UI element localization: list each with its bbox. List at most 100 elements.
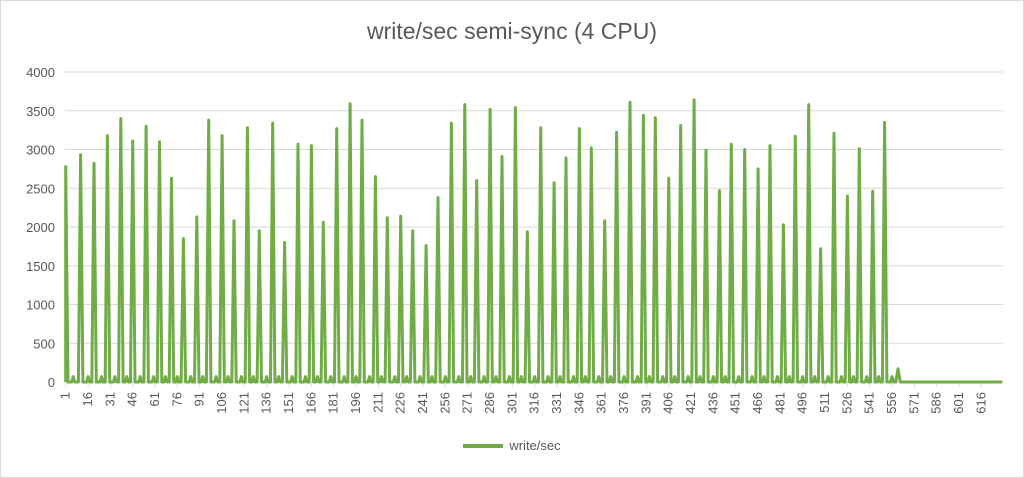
- data-point-peak-9: [182, 237, 185, 240]
- x-tick-label: 166: [303, 392, 318, 414]
- data-point-peak-18: [296, 142, 300, 146]
- data-point-peak-23: [360, 118, 364, 122]
- data-point-peak-34: [500, 155, 504, 158]
- data-point-peak-20: [322, 221, 325, 224]
- x-tick-label: 181: [326, 392, 341, 414]
- data-point-peak-37: [539, 126, 542, 129]
- data-point-peak-32: [475, 179, 478, 182]
- data-point-peak-14: [246, 126, 249, 129]
- x-tick-label: 346: [571, 392, 586, 414]
- data-point-peak-54: [756, 167, 760, 171]
- data-point-peak-44: [628, 101, 632, 104]
- data-point-peak-50: [704, 149, 708, 152]
- x-tick-label: 616: [973, 392, 988, 414]
- legend-label-write-sec: write/sec: [509, 438, 561, 453]
- data-point-peak-59: [819, 247, 822, 250]
- x-tick-label: 46: [125, 392, 140, 406]
- data-point-peak-52: [730, 142, 733, 146]
- data-point-peak-8: [170, 176, 173, 180]
- series-line-write-sec: [64, 98, 1003, 384]
- x-tick-label: 331: [549, 392, 564, 414]
- x-tick-label: 481: [772, 392, 787, 414]
- x-tick-label: 211: [370, 392, 385, 413]
- data-point-peak-48: [679, 124, 682, 127]
- x-tick-label: 391: [638, 392, 653, 414]
- x-tick-label: 526: [839, 392, 854, 414]
- data-point-peak-33: [488, 108, 492, 111]
- x-tick-label: 241: [415, 392, 430, 414]
- x-tick-label: 421: [683, 392, 698, 414]
- x-tick-label: 406: [661, 392, 676, 414]
- x-tick-label: 301: [504, 392, 519, 414]
- data-point-peak-40: [578, 127, 581, 130]
- x-tick-label: 451: [728, 392, 743, 414]
- data-point-peak-19: [310, 144, 313, 147]
- x-tick-label: 61: [147, 392, 162, 406]
- data-point-peak-55: [768, 144, 772, 147]
- data-point-peak-49: [692, 98, 696, 102]
- data-point-peak-22: [348, 102, 352, 105]
- x-tick-label: 586: [929, 392, 944, 414]
- data-point-peak-43: [615, 131, 618, 134]
- data-point-peak-27: [411, 229, 414, 233]
- y-tick-label: 1000: [26, 298, 55, 313]
- x-tick-label: 91: [192, 392, 207, 406]
- x-tick-label: 151: [281, 392, 296, 414]
- data-point-peak-62: [858, 147, 861, 150]
- data-point-peak-63: [871, 190, 874, 193]
- y-tick-label: 3000: [26, 143, 55, 158]
- data-point-peak-51: [718, 189, 721, 192]
- data-point-peak-15: [258, 229, 261, 233]
- y-tick-label: 4000: [26, 65, 55, 80]
- x-tick-label: 541: [862, 392, 877, 414]
- x-tick-label: 136: [259, 392, 274, 414]
- data-point-peak-13: [232, 219, 236, 222]
- y-axis-tick-labels: 0 500 1000 1500 2000 2500 3000 3500 4000: [26, 65, 55, 390]
- x-tick-label: 466: [750, 392, 765, 414]
- x-tick-label: 361: [594, 392, 609, 414]
- data-point-peak-57: [794, 135, 797, 138]
- data-point-peak-2: [92, 162, 96, 165]
- x-tick-label: 226: [393, 392, 408, 414]
- data-point-peak-65: [896, 367, 900, 371]
- data-point-peak-47: [667, 176, 670, 180]
- data-point-peak-25: [386, 216, 389, 219]
- data-point-peak-0: [64, 165, 67, 168]
- data-point-peak-24: [374, 175, 377, 178]
- x-tick-label: 601: [951, 392, 966, 414]
- x-tick-label: 496: [795, 392, 810, 414]
- data-point-peak-35: [514, 106, 517, 109]
- data-point-peak-61: [846, 194, 849, 198]
- data-point-peak-30: [450, 121, 453, 125]
- x-tick-label: 196: [348, 392, 363, 414]
- data-point-peak-39: [564, 156, 568, 160]
- y-tick-label: 3500: [26, 104, 55, 119]
- legend: write/sec: [0, 438, 1024, 453]
- data-point-peak-31: [463, 103, 466, 106]
- y-tick-label: 500: [33, 336, 55, 351]
- data-point-peak-5: [131, 139, 134, 143]
- x-tick-label: 511: [817, 392, 832, 413]
- x-tick-label: 121: [236, 392, 251, 414]
- x-tick-label: 316: [527, 392, 542, 414]
- data-point-peak-17: [283, 241, 286, 244]
- x-tick-label: 16: [80, 392, 95, 406]
- legend-swatch-write-sec: [463, 443, 504, 448]
- data-point-peak-64: [883, 121, 886, 124]
- data-point-peak-21: [335, 127, 338, 130]
- x-tick-label: 556: [884, 392, 899, 414]
- x-tick-label: 271: [460, 392, 475, 414]
- data-point-peak-46: [654, 116, 657, 119]
- data-point-peak-26: [399, 214, 402, 218]
- data-point-peak-12: [220, 134, 224, 137]
- data-point-peak-11: [207, 118, 210, 122]
- x-tick-label: 286: [482, 392, 497, 414]
- data-point-peak-45: [642, 114, 645, 117]
- data-point-peak-29: [436, 196, 440, 199]
- y-tick-label: 1500: [26, 259, 55, 274]
- data-point-peak-28: [424, 244, 428, 247]
- x-tick-label: 1: [58, 392, 73, 399]
- data-point-peak-10: [195, 215, 198, 219]
- data-point-peak-38: [552, 181, 556, 185]
